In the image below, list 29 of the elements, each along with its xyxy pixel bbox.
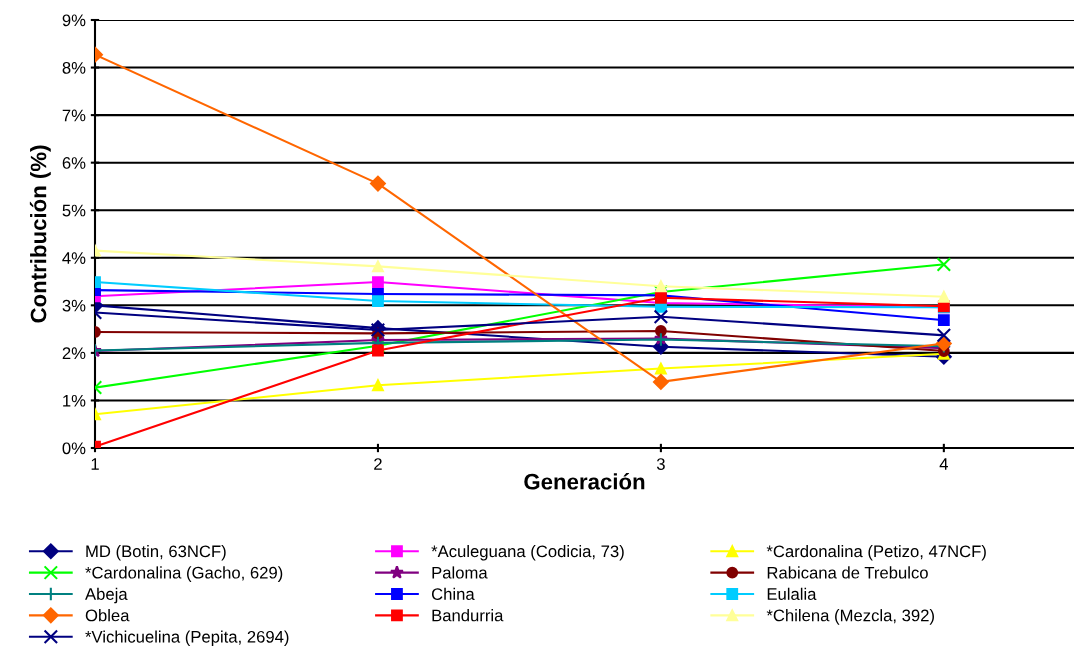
legend-label: Abeja	[85, 587, 128, 604]
x-tick-label: 1	[91, 458, 99, 470]
y-axis-title: Contribución (%)	[29, 145, 51, 323]
y-tick-label: 8%	[62, 61, 86, 74]
legend-label: *Chilena (Mezcla, 392)	[766, 609, 934, 625]
x-tick-label: 3	[656, 458, 665, 470]
legend-label: Bandurria	[432, 609, 504, 622]
legend-label: Eulalia	[767, 587, 817, 600]
y-tick-label: 5%	[62, 204, 86, 217]
legend-label: China	[431, 587, 475, 600]
y-tick-label: 4%	[62, 252, 86, 264]
y-tick-label: 3%	[62, 299, 86, 312]
legend-label: Oblea	[85, 609, 130, 622]
legend-label: *Aculeguana (Codicia, 73)	[431, 545, 624, 561]
legend-label: Paloma	[432, 566, 488, 579]
y-tick-label: 2%	[62, 347, 86, 360]
x-tick-label: 4	[939, 458, 948, 470]
x-axis-title: Generación	[524, 473, 645, 490]
legend-label: *Cardonalina (Gacho, 629)	[85, 566, 283, 582]
y-tick-label: 0%	[62, 442, 86, 455]
x-tick-label: 2	[374, 458, 382, 470]
legend-label: *Vichicuelina (Pepita, 2694)	[85, 630, 289, 647]
y-tick-label: 1%	[63, 394, 86, 407]
y-tick-label: 7%	[62, 109, 86, 122]
legend-label: MD (Botin, 63NCF)	[86, 545, 226, 561]
legend-label: *Cardonalina (Petizo, 47NCF)	[766, 545, 986, 561]
y-tick-label: 9%	[62, 14, 86, 27]
legend-label: Rabicana de Trebulco	[767, 566, 928, 579]
y-tick-label: 6%	[62, 157, 86, 169]
